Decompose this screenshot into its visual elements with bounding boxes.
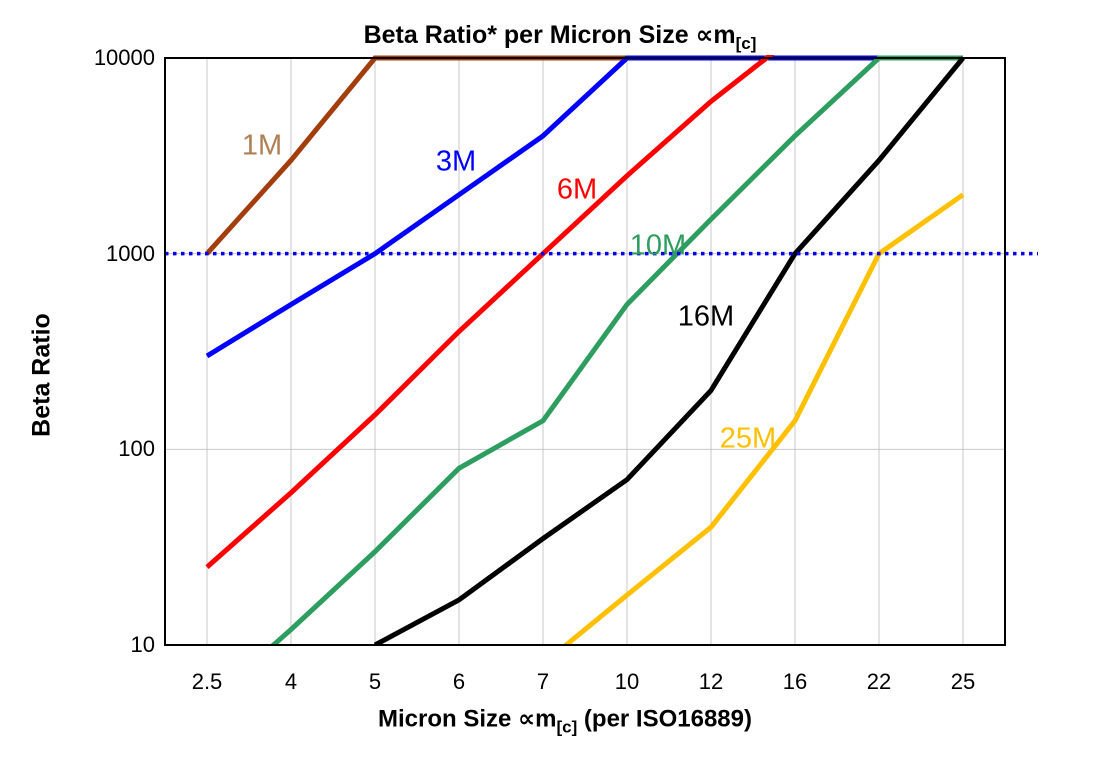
series-label-6M: 6M (556, 173, 598, 206)
x-tick-label-25: 25 (950, 669, 976, 694)
y-tick-label-10000: 10000 (93, 45, 155, 70)
x-axis-title-suffix: (per ISO16889) (577, 705, 752, 733)
x-tick-label-4: 4 (284, 669, 298, 694)
y-tick-label-1000: 1000 (106, 240, 155, 266)
y-tick-label-10: 10 (130, 632, 155, 657)
x-tick-label-10: 10 (614, 669, 640, 694)
x-axis-title: Micron Size ∝m[c] (per ISO16889) (378, 705, 752, 738)
series-group (205, 55, 965, 645)
chart-title-subscript: [c] (735, 34, 757, 53)
chart-title-text: Beta Ratio* per Micron Size ∝m (363, 21, 736, 49)
x-tick-label-2.5: 2.5 (191, 669, 223, 694)
x-tick-label-22: 22 (866, 669, 892, 694)
chart-title: Beta Ratio* per Micron Size ∝m[c] (364, 20, 757, 54)
x-tick-label-12: 12 (698, 669, 724, 694)
x-tick-label-5: 5 (368, 669, 382, 694)
plot-border (164, 57, 1006, 646)
series-label-10M: 10M (629, 229, 687, 262)
series-line-16M (373, 56, 965, 645)
series-label-3M: 3M (435, 145, 477, 178)
x-axis-title-subscript: [c] (556, 717, 578, 737)
x-tick-label-6: 6 (452, 669, 466, 694)
series-line-6M (205, 55, 775, 570)
y-axis-title: Beta Ratio (27, 313, 56, 437)
x-axis-title-text: Micron Size ∝m (378, 705, 557, 733)
x-tick-label-16: 16 (782, 669, 808, 694)
x-tick-label-7: 7 (536, 669, 550, 694)
series-line-10M (269, 55, 963, 645)
series-label-16M: 16M (677, 300, 735, 333)
series-line-25M (562, 192, 965, 645)
y-tick-label-100: 100 (118, 436, 155, 462)
series-label-1M: 1M (241, 129, 283, 162)
series-label-25M: 25M (719, 422, 777, 455)
